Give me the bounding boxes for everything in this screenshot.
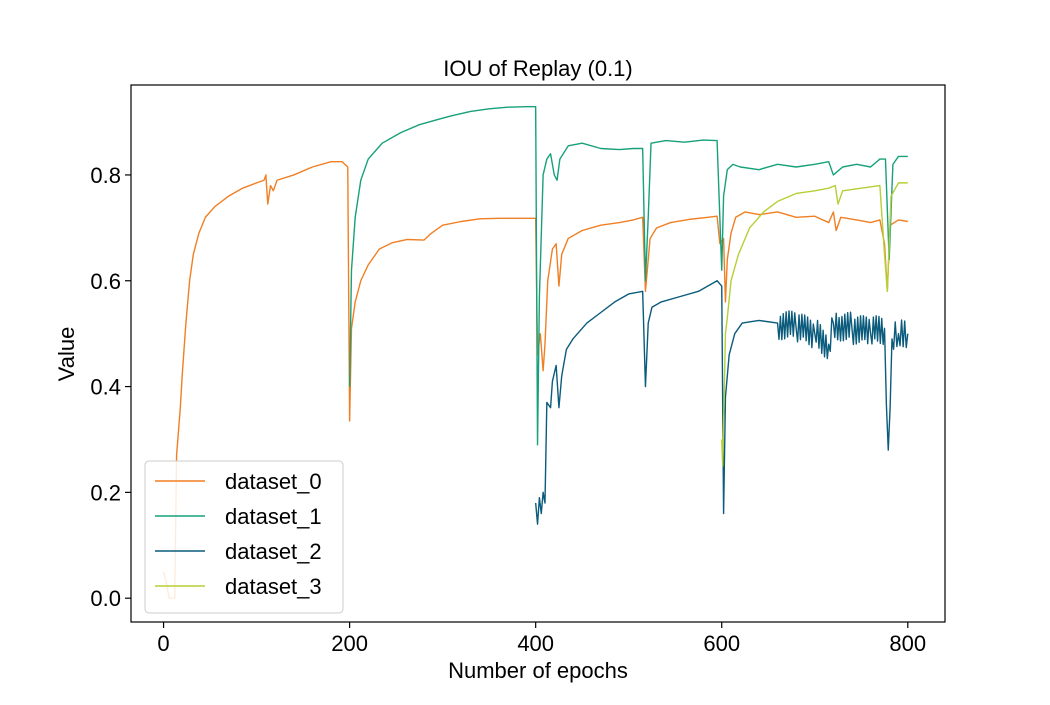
y-axis-label: Value (54, 327, 79, 382)
series-line-dataset_1 (348, 105, 908, 446)
x-tick-label: 200 (331, 631, 368, 656)
x-tick-label: 400 (517, 631, 554, 656)
x-tick-label: 600 (703, 631, 740, 656)
y-tick-label: 0.8 (90, 163, 121, 188)
y-tick-label: 0.0 (90, 586, 121, 611)
series-line-dataset_3 (721, 182, 908, 467)
legend-label-dataset_3: dataset_3 (225, 574, 322, 599)
x-tick-label: 800 (889, 631, 926, 656)
plot-layer (162, 105, 909, 599)
y-tick-label: 0.2 (90, 480, 121, 505)
legend-label-dataset_2: dataset_2 (225, 539, 322, 564)
y-tick-label: 0.4 (90, 375, 121, 400)
legend: dataset_0 dataset_1 dataset_2 dataset_3 (144, 460, 344, 614)
plot-frame (130, 84, 946, 623)
legend-box (144, 460, 344, 614)
chart-title: IOU of Replay (0.1) (443, 56, 633, 81)
x-tick-label: 0 (157, 631, 169, 656)
y-tick-label: 0.6 (90, 269, 121, 294)
x-axis-label: Number of epochs (448, 658, 628, 683)
legend-label-dataset_1: dataset_1 (225, 504, 322, 529)
legend-label-dataset_0: dataset_0 (225, 469, 322, 494)
axis-layer: 0 200 400 600 800 0.0 0.2 0.4 0.6 0.8 (90, 163, 926, 656)
series-line-dataset_2 (534, 280, 909, 525)
